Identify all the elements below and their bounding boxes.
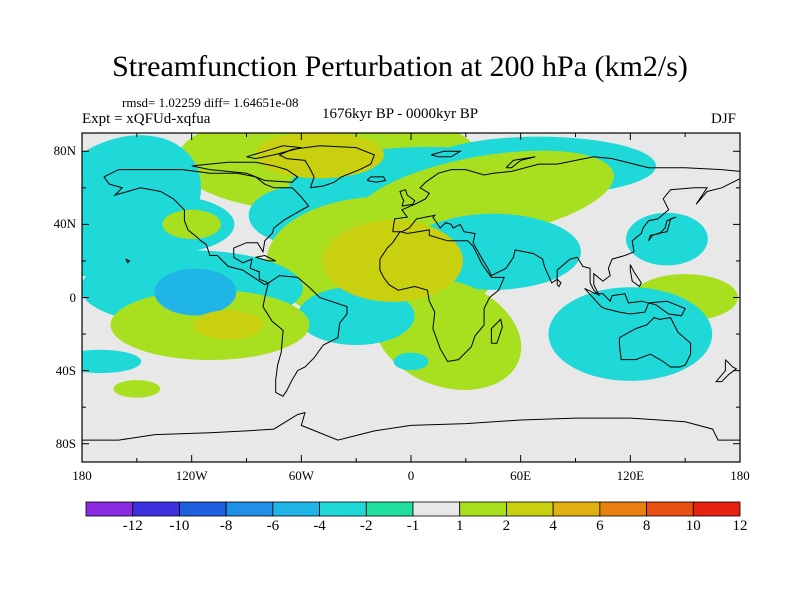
coastlines <box>82 145 740 441</box>
coast-hawaii <box>125 258 131 264</box>
period-label: 1676kyr BP - 0000kyr BP <box>322 106 479 122</box>
anomaly-southern-ocean-west <box>82 349 142 374</box>
coast-svalbard <box>430 150 463 158</box>
colorbar-label: -12 <box>122 518 143 534</box>
stats-label: rmsd= 1.02259 diff= 1.64651e-08 <box>122 95 299 110</box>
experiment-label: Expt = xQFUd-xqfua <box>82 111 211 127</box>
coast-novaya-zemlya <box>505 156 536 169</box>
coast-cuba <box>255 254 276 262</box>
coast-eurasia <box>392 156 740 297</box>
coast-iceland <box>366 176 387 183</box>
coast-africa <box>379 229 505 363</box>
coast-antarctica <box>82 411 740 441</box>
coast-new-zealand <box>715 359 738 383</box>
colorbar-label: 2 <box>502 518 511 534</box>
season-label: DJF <box>711 111 737 127</box>
lon-tick-label: 60W <box>288 468 314 483</box>
colorbar-label: 6 <box>596 518 604 534</box>
colorbar-label: 4 <box>549 518 557 534</box>
colorbar-swatch <box>225 501 274 517</box>
lat-tick-label: 40N <box>53 216 76 232</box>
colorbar-swatch <box>365 501 414 517</box>
lon-tick-label: 120W <box>175 468 208 483</box>
colorbar-swatch <box>319 501 367 517</box>
colorbar-swatch <box>412 501 461 517</box>
colorbar-label: -4 <box>313 518 326 534</box>
lat-tick-label: 80S <box>55 435 76 451</box>
coast-ellesmere <box>246 145 302 160</box>
anomaly-eastern-pacific-core <box>154 268 237 316</box>
colorbar-label: 1 <box>455 518 464 534</box>
coast-australia <box>618 317 692 368</box>
anomaly-south-pacific-core <box>193 310 264 340</box>
lon-tick-label: 120E <box>616 468 645 483</box>
colorbar <box>85 501 741 517</box>
anomaly-field-layer <box>82 133 738 398</box>
colorbar-swatch <box>692 501 741 517</box>
colorbar-label: -1 <box>406 518 420 534</box>
colorbar-label: 8 <box>642 518 651 534</box>
anomaly-west-africa-core <box>322 220 463 302</box>
axis-ticks <box>81 133 741 462</box>
lon-tick-label: 60E <box>510 468 532 483</box>
anomaly-greenland-core <box>255 133 384 179</box>
coast-madagascar <box>490 318 503 344</box>
colorbar-swatch <box>646 501 694 517</box>
coast-greenland <box>278 145 376 189</box>
figure-title: Streamfunction Perturbation at 200 hPa (… <box>112 50 688 83</box>
colorbar-label: 10 <box>685 518 701 534</box>
anomaly-indian-ocean-australia <box>548 287 713 381</box>
coast-canadian-archipelago <box>191 161 299 183</box>
colorbar-swatch <box>85 501 134 517</box>
lon-tick-label: 180 <box>72 468 92 483</box>
coast-philippines <box>629 264 642 288</box>
lat-tick-label: 40S <box>55 362 76 378</box>
colorbar-swatch <box>179 501 227 517</box>
lat-tick-label: 80N <box>53 143 76 159</box>
colorbar-swatch <box>599 501 647 517</box>
coast-british-isles <box>399 189 416 207</box>
colorbar-swatch <box>459 501 507 517</box>
colorbar-label: -10 <box>169 518 190 534</box>
coast-indonesia <box>584 287 686 317</box>
coast-japan <box>648 216 677 242</box>
coast-south-america <box>262 275 348 397</box>
anomaly-eastern-north-pacific <box>162 209 221 240</box>
colorbar-label: 12 <box>732 518 748 534</box>
colorbar-label: -6 <box>266 518 280 534</box>
colorbar-label: -2 <box>360 518 373 534</box>
anomaly-japan <box>625 212 708 266</box>
colorbar-swatch <box>552 501 601 517</box>
lon-tick-label: 0 <box>407 468 415 483</box>
anomaly-southern-ocean-south-of-africa <box>393 352 429 371</box>
colorbar-label: -8 <box>219 518 233 534</box>
coast-north-america <box>103 169 310 286</box>
colorbar-swatch <box>132 501 180 517</box>
lat-tick-label: 0 <box>69 289 77 305</box>
coast-sri-lanka <box>556 278 562 288</box>
colorbar-swatch <box>506 501 554 517</box>
lon-tick-label: 180 <box>730 468 750 483</box>
anomaly-far-south-pacific <box>113 380 161 398</box>
colorbar-swatch <box>272 501 320 517</box>
